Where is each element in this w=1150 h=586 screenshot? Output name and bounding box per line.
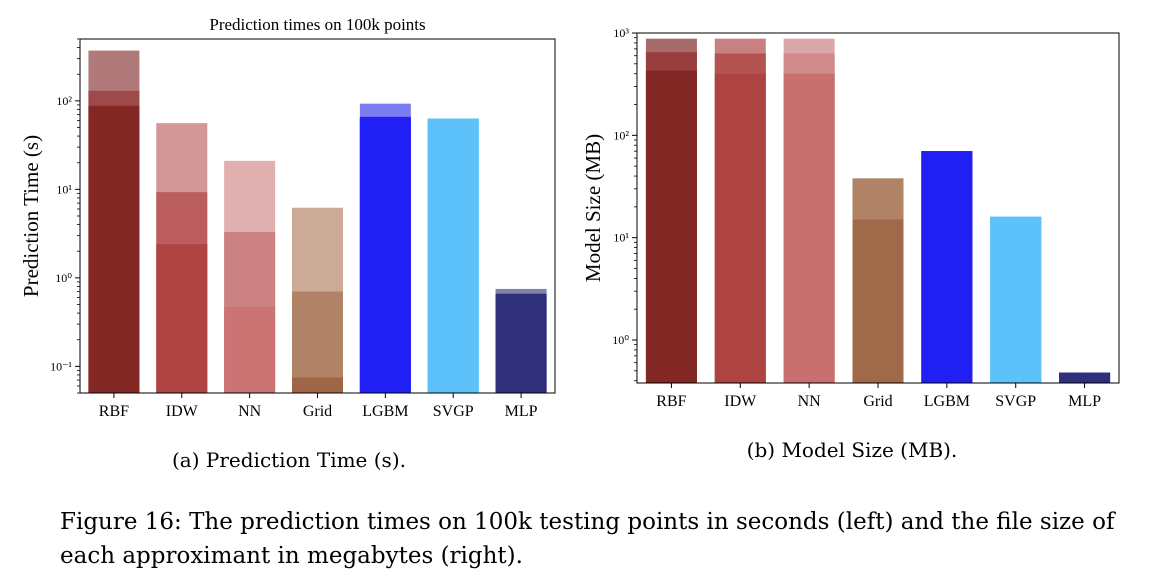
- figure-caption: Figure 16: The prediction times on 100k …: [60, 509, 1115, 569]
- bar-mlp-layer3: [1059, 372, 1111, 383]
- bar-rbf-layer3: [88, 105, 140, 393]
- y-tick-label: 10²: [613, 128, 629, 142]
- bar-lgbm-layer3: [359, 118, 411, 393]
- bar-grid-layer3: [852, 219, 904, 383]
- subcaption: (a) Prediction Time (s).: [172, 448, 406, 472]
- x-tick-label: RBF: [99, 403, 129, 420]
- subcaption: (b) Model Size (MB).: [747, 438, 958, 462]
- figure: 10⁻¹ 10⁰ 10¹ 10² RBF IDW NN Grid LGBM SVGP MLP Pred…: [19, 15, 1120, 472]
- y-tick-label: 10⁰: [612, 333, 629, 347]
- bar-grid-layer3: [292, 377, 343, 393]
- x-tick-label: LGBM: [362, 403, 408, 420]
- chart-prediction-time: 10⁻¹ 10⁰ 10¹ 10² RBF IDW NN Grid LGBM SVGP MLP Pred…: [19, 15, 556, 472]
- x-tick-label: RBF: [656, 393, 686, 410]
- x-tick-label: Grid: [863, 393, 892, 410]
- y-tick-label: 10²: [56, 94, 72, 108]
- bar-lgbm-layer3: [921, 151, 973, 383]
- bar-svgp-layer3: [427, 118, 479, 393]
- chart-model-size: 10⁰ 10¹ 10² 10³ RBF IDW NN Grid LGBM SVGP MLP Model…: [581, 26, 1120, 462]
- y-tick-label: 10¹: [56, 182, 72, 196]
- x-tick-label: MLP: [1068, 393, 1101, 410]
- x-tick-label: IDW: [724, 393, 757, 410]
- y-tick-label: 10⁻¹: [50, 359, 72, 373]
- bar-grid-layer2: [292, 291, 343, 393]
- x-tick-label: SVGP: [995, 393, 1036, 410]
- x-tick-label: LGBM: [924, 393, 970, 410]
- y-tick-label: 10³: [613, 26, 629, 40]
- bar-rbf-layer3: [645, 70, 697, 383]
- y-axis-label: Prediction Time (s): [19, 135, 43, 297]
- x-tick-label: Grid: [303, 403, 332, 420]
- x-tick-label: MLP: [505, 403, 538, 420]
- chart-title: Prediction times on 100k points: [209, 15, 425, 34]
- y-tick-label: 10⁰: [55, 271, 72, 285]
- bar-mlp-layer3: [495, 293, 547, 393]
- bar-nn-layer3: [783, 73, 835, 383]
- bar-svgp-layer3: [990, 216, 1042, 383]
- y-tick-label: 10¹: [613, 231, 629, 245]
- x-tick-label: SVGP: [433, 403, 474, 420]
- bar-idw-layer3: [156, 244, 208, 393]
- x-tick-label: NN: [238, 403, 262, 420]
- bar-idw-layer3: [714, 73, 766, 383]
- y-axis-label: Model Size (MB): [581, 134, 605, 282]
- bar-nn-layer3: [224, 306, 276, 393]
- x-tick-label: NN: [798, 393, 822, 410]
- x-tick-label: IDW: [166, 403, 199, 420]
